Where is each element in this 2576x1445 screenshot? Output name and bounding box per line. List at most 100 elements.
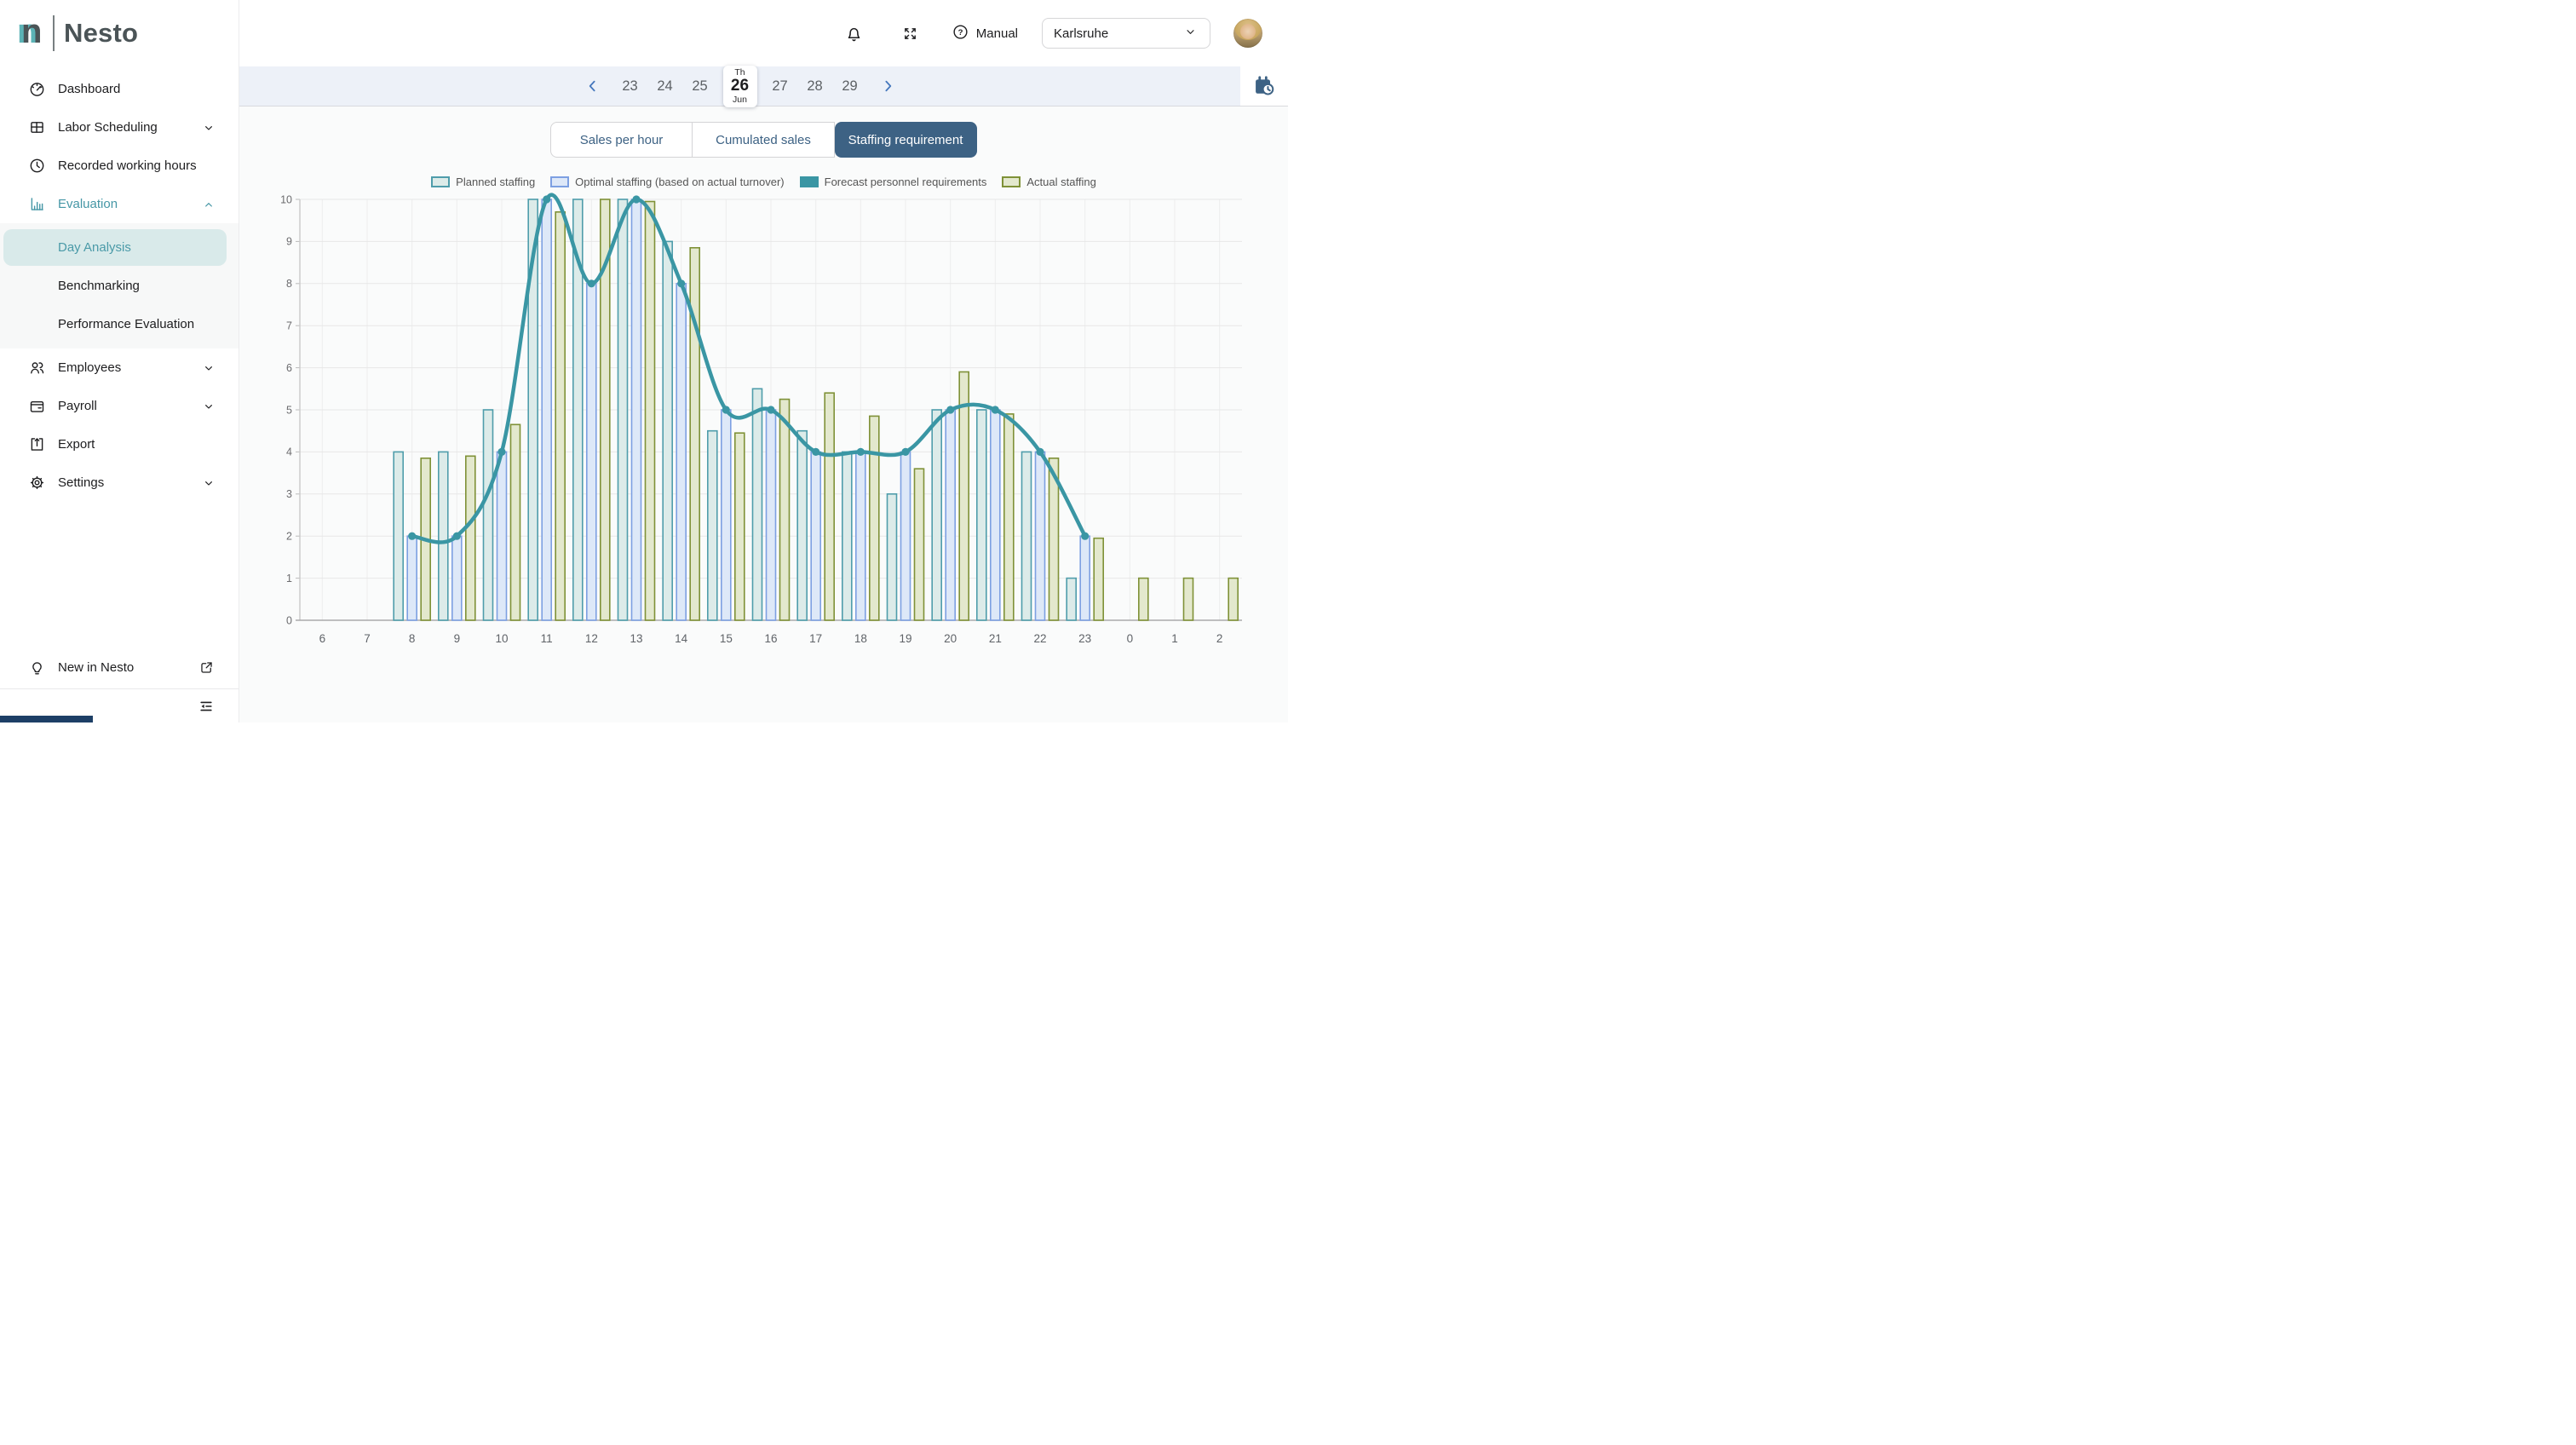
people-icon bbox=[28, 359, 46, 377]
bar-planned-staffing-23 bbox=[1065, 577, 1077, 621]
date-option-24[interactable]: 24 bbox=[657, 78, 673, 94]
bar-optimal-staffing-based-on-actual-turnover-16 bbox=[765, 409, 776, 621]
grid-icon bbox=[28, 118, 46, 136]
bar-planned-staffing-17 bbox=[796, 429, 808, 621]
bar-planned-staffing-9 bbox=[437, 451, 449, 621]
chevron-right-icon bbox=[878, 77, 897, 95]
fullscreen-button[interactable] bbox=[901, 25, 919, 43]
new-in-nesto-label: New in Nesto bbox=[58, 659, 135, 675]
x-axis-label: 16 bbox=[764, 632, 777, 645]
date-option-29[interactable]: 29 bbox=[842, 78, 858, 94]
bar-planned-staffing-11 bbox=[526, 199, 538, 621]
sidebar-item-settings[interactable]: Settings bbox=[0, 463, 239, 502]
forecast-point bbox=[542, 195, 550, 204]
x-axis-label: 11 bbox=[540, 632, 552, 645]
tab-cumulated-sales[interactable]: Cumulated sales bbox=[693, 122, 835, 158]
manual-link[interactable]: ? Manual bbox=[952, 23, 1018, 44]
bar-actual-staffing-12 bbox=[599, 199, 611, 621]
selected-month: Jun bbox=[733, 94, 747, 105]
next-day-button[interactable] bbox=[878, 77, 897, 95]
dashboard-icon bbox=[28, 80, 46, 98]
bar-planned-staffing-20 bbox=[930, 409, 942, 621]
sidebar-subitem-benchmarking[interactable]: Benchmarking bbox=[0, 267, 239, 305]
export-icon bbox=[28, 435, 46, 453]
previous-day-button[interactable] bbox=[584, 77, 602, 95]
legend-label: Planned staffing bbox=[456, 176, 536, 188]
collapse-sidebar-icon[interactable] bbox=[198, 698, 215, 715]
sidebar-submenu: Day Analysis Benchmarking Performance Eval… bbox=[0, 223, 239, 348]
chevron-down-icon bbox=[202, 361, 216, 375]
x-axis-label: 9 bbox=[453, 632, 460, 645]
sidebar-item-evaluation[interactable]: Evaluation bbox=[0, 185, 239, 223]
sidebar-item-label: Labor Scheduling bbox=[58, 120, 158, 135]
date-option-25[interactable]: 25 bbox=[692, 78, 708, 94]
sidebar-item-labor-scheduling[interactable]: Labor Scheduling bbox=[0, 108, 239, 147]
y-axis-label: 10 bbox=[280, 193, 292, 205]
location-select-value: Karlsruhe bbox=[1054, 26, 1109, 41]
bar-planned-staffing-14 bbox=[661, 240, 673, 621]
sidebar-collapse-row bbox=[0, 688, 239, 722]
bar-chart-icon bbox=[28, 195, 46, 213]
bar-planned-staffing-19 bbox=[886, 492, 897, 621]
sidebar-nav: Dashboard Labor Scheduling Recorded workin… bbox=[0, 70, 239, 502]
sidebar-item-label: Recorded working hours bbox=[58, 158, 197, 173]
sidebar-subitem-performance-evaluation[interactable]: Performance Evaluation bbox=[0, 305, 239, 343]
forecast-point bbox=[811, 447, 819, 456]
sidebar-item-payroll[interactable]: Payroll bbox=[0, 387, 239, 425]
y-axis-label: 6 bbox=[286, 362, 292, 374]
notifications-button[interactable] bbox=[844, 24, 864, 43]
legend-label: Optimal staffing (based on actual turnov… bbox=[575, 176, 785, 188]
tab-label: Cumulated sales bbox=[716, 132, 811, 147]
x-axis-label: 1 bbox=[1171, 632, 1178, 645]
x-axis-label: 20 bbox=[944, 632, 957, 645]
selected-date-card[interactable]: Th 26 Jun bbox=[722, 65, 757, 107]
sidebar-item-label: Employees bbox=[58, 360, 122, 375]
y-axis-label: 2 bbox=[286, 531, 292, 543]
date-option-27[interactable]: 27 bbox=[772, 78, 788, 94]
new-in-nesto-link[interactable]: New in Nesto bbox=[0, 646, 239, 688]
sidebar-item-label: Export bbox=[58, 437, 95, 452]
legend-label: Actual staffing bbox=[1026, 176, 1096, 188]
sidebar-item-label: Evaluation bbox=[58, 197, 118, 211]
x-axis-label: 7 bbox=[364, 632, 371, 645]
view-tabs: Sales per hour Cumulated sales Staffing re… bbox=[239, 122, 1288, 158]
bar-optimal-staffing-based-on-actual-turnover-22 bbox=[1034, 451, 1045, 621]
bar-optimal-staffing-based-on-actual-turnover-10 bbox=[496, 451, 507, 621]
sidebar-item-export[interactable]: Export bbox=[0, 425, 239, 463]
x-axis-label: 17 bbox=[809, 632, 822, 645]
bar-planned-staffing-8 bbox=[392, 451, 404, 621]
x-axis-label: 19 bbox=[899, 632, 911, 645]
svg-text:?: ? bbox=[957, 27, 963, 37]
location-select[interactable]: Karlsruhe bbox=[1042, 18, 1210, 49]
top-bar: ? Manual Karlsruhe bbox=[239, 0, 1288, 66]
bar-actual-staffing-19 bbox=[913, 468, 924, 621]
forecast-point bbox=[497, 447, 506, 456]
forecast-point bbox=[1035, 447, 1044, 456]
sidebar: n n Nesto Dashboard Labor Scheduling Recor… bbox=[0, 0, 239, 722]
user-avatar[interactable] bbox=[1233, 19, 1262, 48]
chart-legend: Planned staffing Optimal staffing (based … bbox=[239, 176, 1288, 188]
date-option-23[interactable]: 23 bbox=[622, 78, 638, 94]
calendar-clock-icon[interactable] bbox=[1252, 74, 1276, 98]
content: Sales per hour Cumulated sales Staffing re… bbox=[239, 107, 1288, 722]
tab-staffing-requirement[interactable]: Staffing requirement bbox=[835, 122, 977, 158]
forecast-point bbox=[407, 532, 416, 540]
sidebar-item-recorded-working-hours[interactable]: Recorded working hours bbox=[0, 147, 239, 185]
lightbulb-icon bbox=[28, 659, 46, 676]
clock-icon bbox=[28, 157, 46, 175]
nesto-logo-mark-icon: n n bbox=[17, 13, 42, 50]
forecast-point bbox=[766, 406, 775, 414]
forecast-point bbox=[900, 447, 910, 456]
bar-actual-staffing-13 bbox=[644, 200, 655, 621]
forecast-point bbox=[1080, 532, 1089, 540]
sidebar-item-label: Payroll bbox=[58, 399, 97, 413]
x-axis-label: 8 bbox=[408, 632, 415, 645]
sidebar-item-employees[interactable]: Employees bbox=[0, 348, 239, 387]
bar-planned-staffing-13 bbox=[617, 199, 628, 621]
sidebar-item-dashboard[interactable]: Dashboard bbox=[0, 70, 239, 108]
sidebar-subitem-day-analysis[interactable]: Day Analysis bbox=[3, 229, 227, 266]
date-option-28[interactable]: 28 bbox=[807, 78, 823, 94]
bar-actual-staffing-16 bbox=[779, 398, 790, 621]
external-link-icon[interactable] bbox=[198, 659, 215, 676]
tab-sales-per-hour[interactable]: Sales per hour bbox=[550, 122, 693, 158]
